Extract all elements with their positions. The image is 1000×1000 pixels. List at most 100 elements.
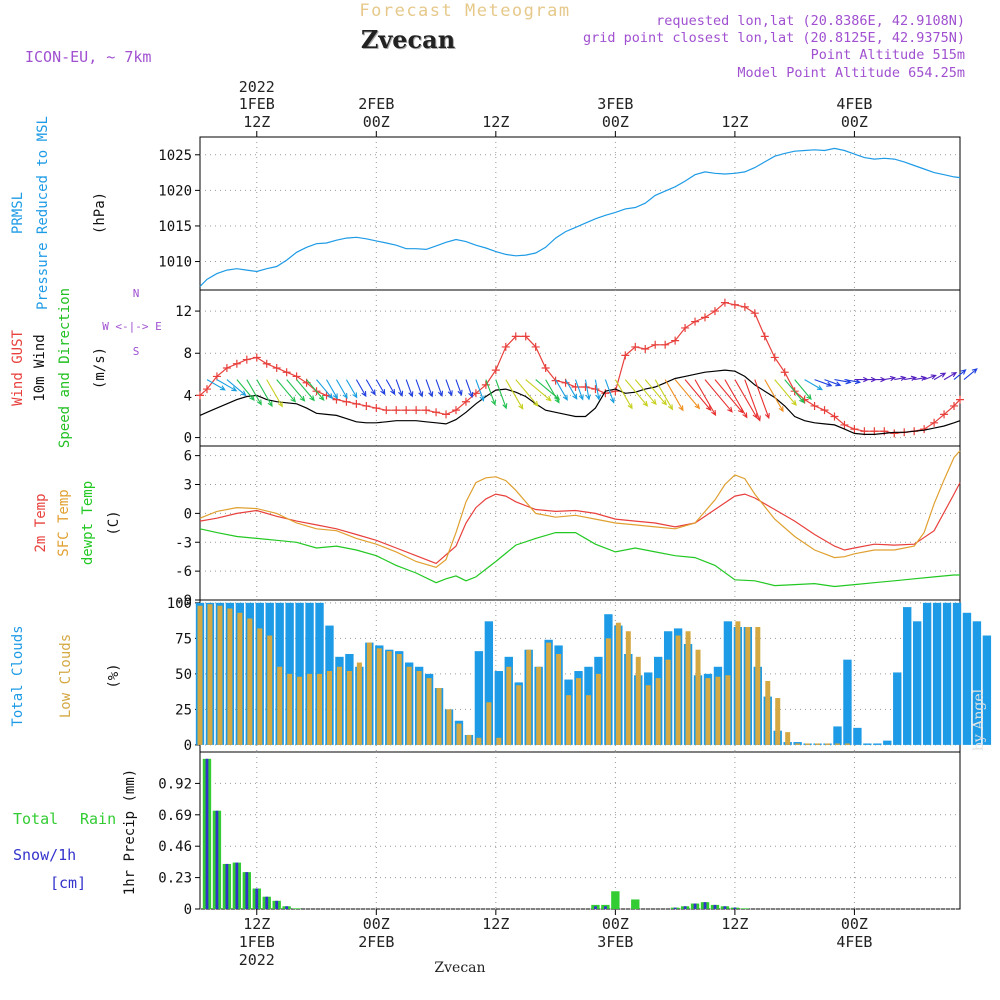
gust-marker <box>432 408 441 417</box>
low-clouds-bar <box>834 743 840 745</box>
wind-arrow <box>584 379 591 401</box>
prmsl-line <box>199 147 961 287</box>
2m-temp-line <box>199 482 961 565</box>
top-date-label: 1FEB <box>239 95 275 113</box>
ytick-label: 1015 <box>158 219 192 235</box>
ytick-label: -9 <box>175 593 192 609</box>
10m-wind-line <box>199 369 961 435</box>
ytick-label: 0.23 <box>158 871 192 887</box>
total-clouds-bar <box>843 659 852 745</box>
ytick-label: 12 <box>175 304 192 320</box>
ytick-label: 0.92 <box>158 776 192 792</box>
gust-marker <box>701 313 710 322</box>
gust-marker <box>501 342 510 351</box>
ytick-label: 0 <box>184 431 192 447</box>
low-clouds-bar <box>277 666 283 745</box>
gust-marker <box>840 420 849 429</box>
bottom-hour-label: 00Z <box>363 915 390 933</box>
pressure-frame <box>199 136 961 291</box>
low-clouds-bar <box>576 678 581 745</box>
gust-marker <box>352 399 361 408</box>
total-label: Total <box>13 810 58 828</box>
snow-bar <box>215 810 219 909</box>
dewpt-temp-line <box>199 528 960 588</box>
bottom-date-label: 2FEB <box>358 933 394 951</box>
low-clouds-bar <box>566 695 572 745</box>
total-clouds-bar <box>952 602 962 745</box>
snow-label: Snow/1h <box>13 846 76 864</box>
low-clouds-bar <box>436 688 442 745</box>
low-clouds-bar <box>645 685 651 745</box>
wind-arrow <box>206 379 226 391</box>
low-clouds-bar <box>396 653 402 745</box>
gust-marker <box>511 332 520 341</box>
top-date-label: 3FEB <box>597 95 633 113</box>
wind-arrow <box>884 375 897 382</box>
gust-marker <box>382 406 391 415</box>
low-clouds-bar <box>715 676 721 745</box>
gust-marker <box>521 332 530 341</box>
total-rain-bar <box>611 891 620 909</box>
top-year-label: 2022 <box>239 78 275 96</box>
gust-marker <box>262 359 271 368</box>
ytick-label: 1025 <box>158 148 192 164</box>
total-rain-bar <box>740 908 750 909</box>
wind-10m-label: 10m Wind <box>32 334 48 401</box>
low-clouds-bar <box>466 734 472 745</box>
bottom-hour-label: 00Z <box>841 915 868 933</box>
snow-bar <box>245 872 249 909</box>
low-clouds-bar <box>317 673 323 745</box>
bottom-hour-label: 00Z <box>602 915 629 933</box>
snow-bar <box>275 900 279 909</box>
top-hour-label: 12Z <box>243 113 270 131</box>
low-clouds-bar <box>615 622 621 745</box>
wind-arrow <box>236 379 255 401</box>
low-clouds-bar <box>665 659 671 745</box>
wind-frame <box>199 289 961 447</box>
wind-arrow <box>445 379 453 397</box>
wind-arrow <box>266 379 283 408</box>
low-clouds-bar <box>426 678 432 745</box>
low-clouds-bar <box>655 678 661 745</box>
gust-marker <box>720 298 729 307</box>
ytick-label: -6 <box>175 564 192 580</box>
total-clouds-bar <box>932 602 942 745</box>
gust-marker <box>471 389 480 398</box>
total-clouds-label: Total Clouds <box>10 625 26 726</box>
ytick-label: 1010 <box>158 255 192 271</box>
wind-arrow <box>874 376 887 383</box>
compass-west-east: W <-|-> E <box>102 320 162 333</box>
low-clouds-bar <box>217 605 223 745</box>
gust-marker <box>956 395 964 404</box>
total-clouds-bar <box>873 743 882 745</box>
wind-arrow <box>894 375 907 382</box>
low-clouds-bar <box>675 635 681 745</box>
low-clouds-bar <box>486 702 492 745</box>
low-clouds-bar <box>456 723 462 745</box>
rain-label: Rain <box>80 810 116 828</box>
wind-arrow <box>933 372 947 381</box>
low-clouds-bar <box>197 605 203 745</box>
wind-arrow <box>336 379 348 400</box>
bottom-hour-label: 12Z <box>721 915 748 933</box>
wind-arrow <box>425 379 434 398</box>
wind-arrow <box>276 379 297 403</box>
precip-unit-label: 1hr Precip (mm) <box>122 769 138 895</box>
wind-arrow <box>465 379 474 398</box>
top-hour-label: 12Z <box>721 113 748 131</box>
gust-marker <box>651 340 660 349</box>
gust-marker <box>282 368 291 377</box>
gust-marker <box>232 359 241 368</box>
total-clouds-bar <box>484 621 494 745</box>
gust-marker <box>541 364 550 372</box>
header: Forecast Meteogram Zvecan ICON-EU, ~ 7km… <box>25 1 965 81</box>
total-clouds-bar <box>912 621 922 745</box>
low-clouds-bar <box>595 673 601 745</box>
wind-arrow <box>923 374 937 381</box>
gust-marker <box>661 340 670 349</box>
wind-arrow <box>505 379 524 410</box>
low-clouds-bar <box>297 676 303 745</box>
pressure-unit-label: (hPa) <box>92 192 108 234</box>
